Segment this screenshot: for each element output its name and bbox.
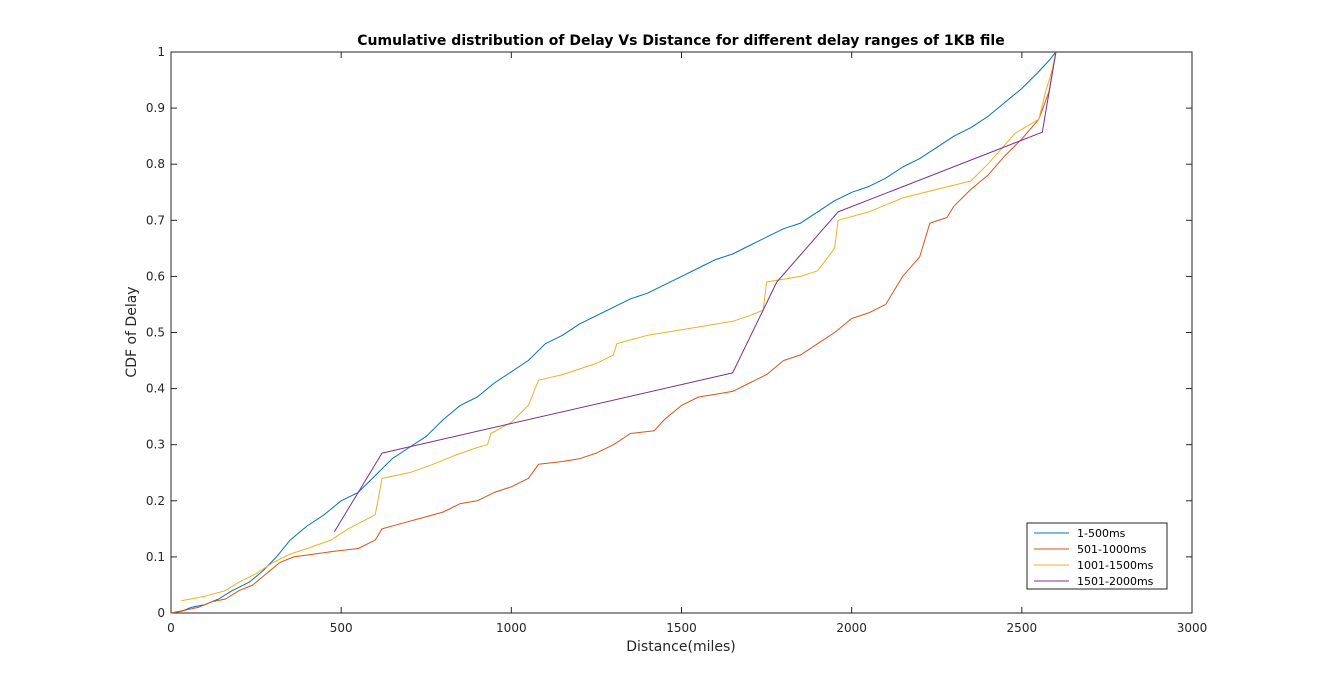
axis-ticks: 0 500 1000 1500 2000 2500 3000 0 0.1 0.2 0.3 0.4 0.5…: [146, 45, 1207, 635]
y-tick-label: 0.5: [146, 326, 165, 340]
y-tick-label: 0.9: [146, 101, 165, 115]
plot-area: [170, 51, 1193, 614]
y-tick-label: 0.7: [146, 213, 165, 227]
series-line-1: [170, 51, 1057, 614]
series-line-0: [170, 51, 1057, 614]
y-tick-label: 0.4: [146, 382, 165, 396]
legend-label: 1501-2000ms: [1077, 575, 1154, 588]
legend-box: [1026, 522, 1168, 590]
series-layer: [170, 51, 1057, 614]
y-tick-label: 1: [157, 45, 165, 59]
x-tick-label: 1500: [666, 621, 697, 635]
legend-label: 1-500ms: [1077, 527, 1126, 540]
x-tick-label: 2500: [1007, 621, 1038, 635]
series-line-3: [333, 51, 1057, 532]
x-tick-label: 3000: [1177, 621, 1208, 635]
y-tick-label: 0.8: [146, 157, 165, 171]
y-tick-label: 0.6: [146, 269, 165, 283]
y-tick-label: 0: [157, 606, 165, 620]
y-tick-label: 0.2: [146, 494, 165, 508]
x-tick-label: 0: [167, 621, 175, 635]
series-line-2: [181, 51, 1057, 602]
chart-title: Cumulative distribution of Delay Vs Dist…: [357, 33, 1004, 49]
legend-label: 501-1000ms: [1077, 543, 1147, 556]
legend-label: 1001-1500ms: [1077, 559, 1154, 572]
x-tick-label: 1000: [496, 621, 527, 635]
y-axis-label: CDF of Delay: [124, 286, 140, 377]
x-tick-label: 500: [330, 621, 353, 635]
x-tick-label: 2000: [836, 621, 867, 635]
y-tick-label: 0.3: [146, 438, 165, 452]
y-tick-label: 0.1: [146, 550, 165, 564]
legend: 1-500ms 501-1000ms 1001-1500ms 1501-2000ms: [1026, 522, 1168, 590]
x-axis-label: Distance(miles): [626, 639, 735, 655]
